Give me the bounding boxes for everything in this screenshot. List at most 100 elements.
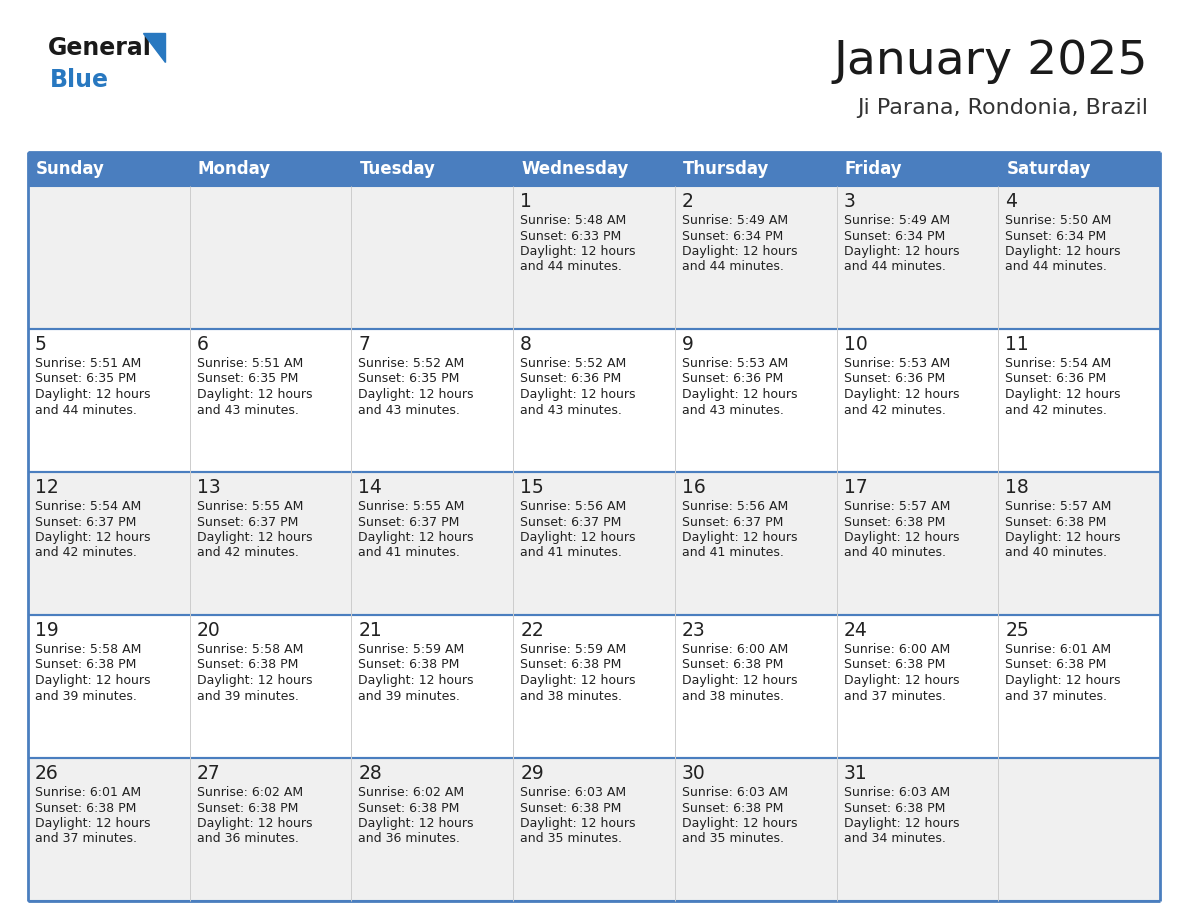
Text: Sunset: 6:38 PM: Sunset: 6:38 PM [34, 801, 137, 814]
Text: and 42 minutes.: and 42 minutes. [843, 404, 946, 417]
Text: and 44 minutes.: and 44 minutes. [1005, 261, 1107, 274]
Text: Sunrise: 6:01 AM: Sunrise: 6:01 AM [34, 786, 141, 799]
Text: and 36 minutes.: and 36 minutes. [197, 833, 298, 845]
Text: 31: 31 [843, 764, 867, 783]
Text: 27: 27 [197, 764, 221, 783]
Text: Daylight: 12 hours: Daylight: 12 hours [682, 531, 797, 544]
Text: Wednesday: Wednesday [522, 160, 628, 178]
Bar [29, 329, 1159, 472]
Text: Daylight: 12 hours: Daylight: 12 hours [1005, 245, 1120, 258]
Text: 3: 3 [843, 192, 855, 211]
Text: 19: 19 [34, 621, 58, 640]
Bar [29, 472, 1159, 615]
Text: Daylight: 12 hours: Daylight: 12 hours [359, 817, 474, 830]
Text: Sunset: 6:38 PM: Sunset: 6:38 PM [843, 658, 944, 671]
Text: Sunrise: 5:58 AM: Sunrise: 5:58 AM [197, 643, 303, 656]
Text: Daylight: 12 hours: Daylight: 12 hours [520, 817, 636, 830]
Text: Sunrise: 5:51 AM: Sunrise: 5:51 AM [197, 357, 303, 370]
Text: and 38 minutes.: and 38 minutes. [520, 689, 623, 702]
Text: and 43 minutes.: and 43 minutes. [359, 404, 460, 417]
Text: Sunrise: 5:52 AM: Sunrise: 5:52 AM [520, 357, 626, 370]
Text: Sunrise: 6:02 AM: Sunrise: 6:02 AM [359, 786, 465, 799]
Text: Sunset: 6:38 PM: Sunset: 6:38 PM [34, 658, 137, 671]
Text: January 2025: January 2025 [834, 39, 1148, 84]
Text: Friday: Friday [845, 160, 902, 178]
Text: Sunrise: 6:03 AM: Sunrise: 6:03 AM [520, 786, 626, 799]
Text: Sunrise: 5:59 AM: Sunrise: 5:59 AM [359, 643, 465, 656]
Text: Daylight: 12 hours: Daylight: 12 hours [682, 674, 797, 687]
Text: Daylight: 12 hours: Daylight: 12 hours [1005, 674, 1120, 687]
Bar [29, 615, 1159, 758]
Text: Sunset: 6:38 PM: Sunset: 6:38 PM [1005, 516, 1107, 529]
Text: Daylight: 12 hours: Daylight: 12 hours [197, 531, 312, 544]
Text: Sunset: 6:34 PM: Sunset: 6:34 PM [843, 230, 944, 242]
Text: Sunrise: 6:00 AM: Sunrise: 6:00 AM [682, 643, 788, 656]
Text: Daylight: 12 hours: Daylight: 12 hours [843, 817, 959, 830]
Text: Sunset: 6:38 PM: Sunset: 6:38 PM [520, 658, 621, 671]
Text: and 43 minutes.: and 43 minutes. [682, 404, 784, 417]
Text: Sunrise: 5:53 AM: Sunrise: 5:53 AM [682, 357, 788, 370]
Text: Daylight: 12 hours: Daylight: 12 hours [520, 388, 636, 401]
Bar [29, 758, 1159, 901]
Text: Sunrise: 5:57 AM: Sunrise: 5:57 AM [1005, 500, 1112, 513]
Text: Daylight: 12 hours: Daylight: 12 hours [1005, 388, 1120, 401]
Text: and 37 minutes.: and 37 minutes. [1005, 689, 1107, 702]
Text: 14: 14 [359, 478, 383, 497]
Text: and 44 minutes.: and 44 minutes. [843, 261, 946, 274]
Text: and 44 minutes.: and 44 minutes. [34, 404, 137, 417]
Text: Saturday: Saturday [1006, 160, 1091, 178]
Text: Sunrise: 5:49 AM: Sunrise: 5:49 AM [682, 214, 788, 227]
Text: Sunset: 6:37 PM: Sunset: 6:37 PM [520, 516, 621, 529]
Text: and 43 minutes.: and 43 minutes. [197, 404, 298, 417]
Text: Sunset: 6:38 PM: Sunset: 6:38 PM [359, 801, 460, 814]
Text: 15: 15 [520, 478, 544, 497]
Text: Sunset: 6:38 PM: Sunset: 6:38 PM [197, 658, 298, 671]
Text: Sunrise: 5:53 AM: Sunrise: 5:53 AM [843, 357, 950, 370]
Text: 29: 29 [520, 764, 544, 783]
Text: Sunset: 6:37 PM: Sunset: 6:37 PM [197, 516, 298, 529]
Text: and 37 minutes.: and 37 minutes. [34, 833, 137, 845]
Text: and 41 minutes.: and 41 minutes. [520, 546, 623, 559]
Text: Sunset: 6:35 PM: Sunset: 6:35 PM [34, 373, 137, 386]
Text: Sunrise: 5:50 AM: Sunrise: 5:50 AM [1005, 214, 1112, 227]
Text: Sunrise: 5:58 AM: Sunrise: 5:58 AM [34, 643, 141, 656]
Text: and 40 minutes.: and 40 minutes. [1005, 546, 1107, 559]
Text: Daylight: 12 hours: Daylight: 12 hours [34, 674, 151, 687]
Text: Sunrise: 5:54 AM: Sunrise: 5:54 AM [34, 500, 141, 513]
Text: and 44 minutes.: and 44 minutes. [682, 261, 784, 274]
Text: and 39 minutes.: and 39 minutes. [197, 689, 298, 702]
Text: Sunset: 6:36 PM: Sunset: 6:36 PM [1005, 373, 1106, 386]
Text: Daylight: 12 hours: Daylight: 12 hours [520, 674, 636, 687]
Text: 8: 8 [520, 335, 532, 354]
Text: Sunset: 6:33 PM: Sunset: 6:33 PM [520, 230, 621, 242]
Text: Sunrise: 5:54 AM: Sunrise: 5:54 AM [1005, 357, 1112, 370]
Text: and 34 minutes.: and 34 minutes. [843, 833, 946, 845]
Text: Daylight: 12 hours: Daylight: 12 hours [1005, 531, 1120, 544]
Text: Sunset: 6:38 PM: Sunset: 6:38 PM [843, 801, 944, 814]
Polygon shape [143, 33, 165, 62]
Text: and 38 minutes.: and 38 minutes. [682, 689, 784, 702]
Text: Sunrise: 5:57 AM: Sunrise: 5:57 AM [843, 500, 950, 513]
Text: and 39 minutes.: and 39 minutes. [359, 689, 460, 702]
Text: and 41 minutes.: and 41 minutes. [359, 546, 460, 559]
Text: 10: 10 [843, 335, 867, 354]
Text: Sunrise: 5:49 AM: Sunrise: 5:49 AM [843, 214, 949, 227]
Text: Sunrise: 6:02 AM: Sunrise: 6:02 AM [197, 786, 303, 799]
Text: 13: 13 [197, 478, 221, 497]
Text: Daylight: 12 hours: Daylight: 12 hours [359, 531, 474, 544]
Text: Daylight: 12 hours: Daylight: 12 hours [197, 674, 312, 687]
Text: Sunset: 6:35 PM: Sunset: 6:35 PM [359, 373, 460, 386]
Text: Blue: Blue [50, 68, 109, 92]
Text: 11: 11 [1005, 335, 1029, 354]
Text: Daylight: 12 hours: Daylight: 12 hours [197, 817, 312, 830]
Text: 4: 4 [1005, 192, 1017, 211]
Text: Daylight: 12 hours: Daylight: 12 hours [682, 817, 797, 830]
Text: 12: 12 [34, 478, 58, 497]
Text: Daylight: 12 hours: Daylight: 12 hours [520, 245, 636, 258]
Text: Sunrise: 6:01 AM: Sunrise: 6:01 AM [1005, 643, 1112, 656]
Text: 7: 7 [359, 335, 371, 354]
Text: Sunset: 6:36 PM: Sunset: 6:36 PM [682, 373, 783, 386]
Text: and 41 minutes.: and 41 minutes. [682, 546, 784, 559]
Text: 28: 28 [359, 764, 383, 783]
Text: Sunset: 6:34 PM: Sunset: 6:34 PM [1005, 230, 1106, 242]
